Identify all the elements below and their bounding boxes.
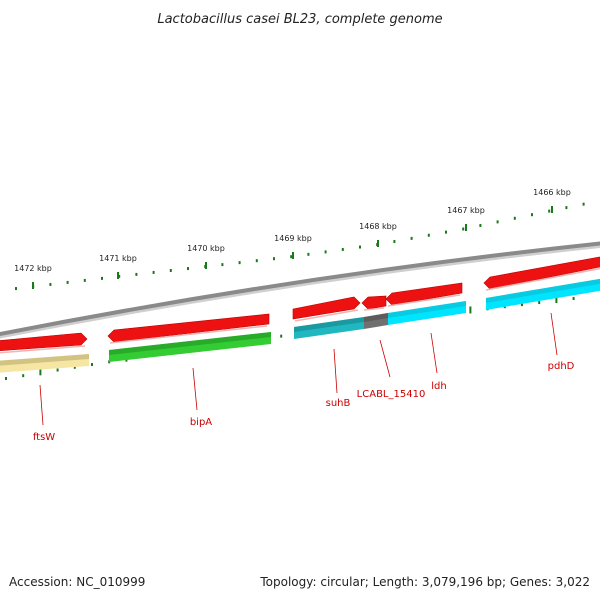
label-leader-ldh	[430, 332, 438, 374]
label-leader-bipA	[192, 367, 198, 411]
forward-gene-arrow	[483, 256, 600, 290]
forward-gene-highlight	[485, 267, 600, 291]
gene-bar-shade-ldh	[388, 301, 466, 318]
gene-label-LCABL_15410: LCABL_15410	[357, 389, 426, 400]
scale-label-kbp: 1468 kbp	[359, 222, 397, 231]
gene-bar-shade-ftsW	[0, 354, 89, 366]
gene-bar-shade-suhB	[294, 317, 364, 332]
genome-summary: Topology: circular; Length: 3,079,196 bp…	[259, 575, 590, 589]
scale-label-kbp: 1470 kbp	[187, 244, 225, 253]
forward-gene-arrow	[292, 296, 361, 320]
forward-gene-arrow	[361, 295, 387, 310]
forward-gene-arrow	[107, 313, 270, 343]
forward-gene-highlight	[363, 307, 385, 311]
gene-bar-shade-bipA	[109, 332, 271, 355]
backbone-line	[0, 241, 600, 337]
scale-label-kbp: 1466 kbp	[533, 188, 571, 197]
forward-gene-highlight	[387, 294, 461, 307]
scale-label-kbp: 1467 kbp	[447, 206, 485, 215]
gene-bar-shade-pdhD	[486, 278, 600, 303]
gene-features	[0, 278, 600, 373]
forward-strand-features	[0, 256, 600, 354]
backbone-shadow	[0, 245, 600, 339]
scale-label-kbp: 1472 kbp	[14, 264, 52, 273]
forward-gene-highlight	[0, 345, 86, 354]
gene-labels: ftsW bipA suhB LCABL_15410 ldh pdhD	[33, 312, 575, 443]
forward-gene-highlight	[109, 325, 268, 344]
genome-backbone	[0, 241, 600, 339]
forward-gene-arrow	[385, 282, 463, 306]
scale-label-kbp: 1469 kbp	[274, 234, 312, 243]
map-title: Lactobacillus casei BL23, complete genom…	[157, 12, 442, 27]
accession-label: Accession: NC_010999	[9, 575, 145, 589]
label-leader-ftsW	[39, 384, 44, 426]
label-leader-suhB	[333, 348, 338, 394]
gene-bar-shade-LCABL_15410	[364, 313, 388, 322]
forward-gene-highlight	[294, 309, 359, 322]
scale-label-kbp: 1471 kbp	[99, 254, 137, 263]
gene-label-bipA: bipA	[190, 417, 212, 428]
label-leader-LCABL_15410	[379, 339, 391, 378]
gene-label-ldh: ldh	[431, 381, 446, 392]
scale-ruler: 1472 kbp 1471 kbp 1470 kbp 1469 kbp 1468 kbp…	[5, 188, 585, 381]
gene-label-pdhD: pdhD	[548, 361, 575, 372]
label-leader-pdhD	[550, 312, 558, 356]
gene-label-suhB: suhB	[326, 398, 351, 409]
forward-gene-arrow	[0, 332, 88, 351]
gene-label-ftsW: ftsW	[33, 432, 55, 443]
